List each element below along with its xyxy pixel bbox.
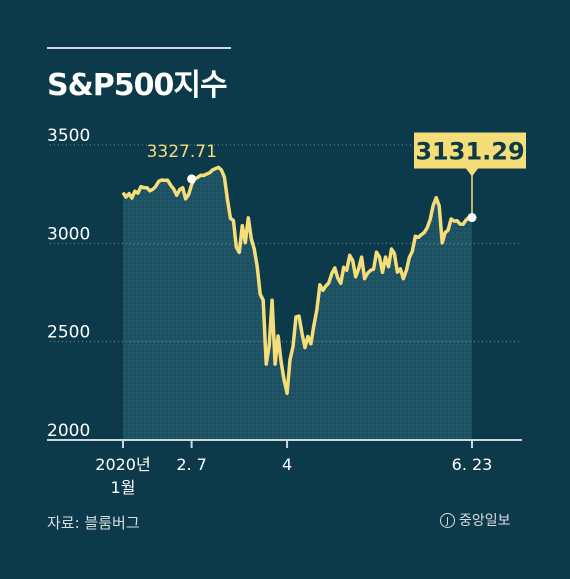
title-rule [47,47,231,49]
x-tick-label: 6. 23 [452,455,493,474]
publisher-mark-icon: J [440,512,455,528]
annotation-point [187,174,197,184]
publisher-logo: J 중앙일보 [440,510,511,530]
x-tick-label: 2. 7 [176,455,207,474]
y-tick-label: 2500 [47,323,90,343]
annotation-label: 3327.71 [147,142,217,162]
x-tick-label: 2020년 [95,455,150,474]
series-line [121,165,472,396]
y-tick-label: 2000 [47,421,90,441]
y-tick-label: 3000 [47,224,90,244]
chart-title: S&P500지수 [47,68,228,103]
area-fill [123,167,472,440]
x-tick-label: 4 [282,455,292,474]
source-text: 자료: 블룸버그 [47,514,140,532]
annotation-pointer [466,168,478,177]
x-tick-label-2: 1월 [111,478,136,497]
annotation-box [414,132,526,169]
y-tick-label: 3500 [47,126,90,146]
publisher-name: 중앙일보 [459,513,511,529]
chart-area: 3500 3000 2500 2000 2020년 1월 2. 7 4 6. 23 3327.71… [47,126,526,497]
annotation-point [467,213,477,223]
annotation-value: 3131.29 [415,138,524,166]
